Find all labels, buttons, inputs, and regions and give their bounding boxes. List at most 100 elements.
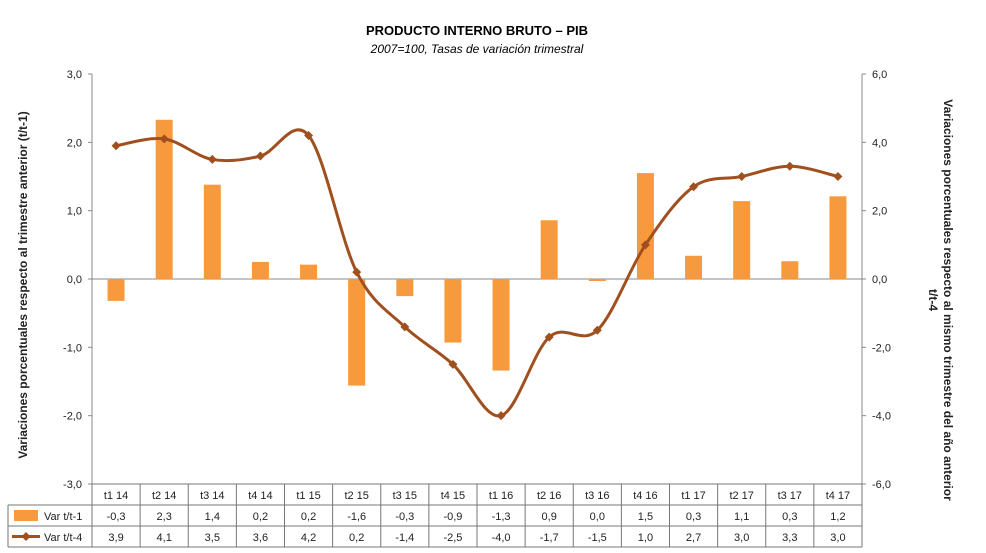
line-marker [496,411,506,421]
x-tick-label: t2 17 [729,490,753,502]
y-axis-right-title-line2: t/t-4 [926,289,940,311]
bar [155,119,173,280]
line-value-label: -1,5 [588,532,607,544]
bar [829,196,847,279]
y-left-tick-label: 3,0 [67,69,82,81]
line-value-label: 4,1 [157,532,172,544]
bar-value-label: 1,1 [734,511,749,523]
bar-value-label: 1,5 [638,511,653,523]
bar [107,279,125,301]
x-tick-label: t1 16 [489,490,513,502]
x-tick-label: t1 14 [104,490,128,502]
line-value-label: 1,0 [638,532,653,544]
y-right-tick-label: 2,0 [872,206,887,218]
line-marker [159,134,169,144]
x-tick-label: t1 17 [681,490,705,502]
x-tick-label: t3 15 [393,490,417,502]
bar [203,184,221,279]
bar [348,279,366,386]
bar [685,255,703,279]
bar-value-label: 0,2 [253,511,268,523]
line-series [111,128,843,421]
line-value-label: 2,7 [686,532,701,544]
bar-value-label: 0,3 [782,511,797,523]
y-right-tick-label: 4,0 [872,137,887,149]
line-marker [640,240,650,250]
y-right-tick-label: -4,0 [872,411,891,423]
bar [636,173,654,279]
line-value-label: -1,4 [395,532,414,544]
bar [251,261,269,279]
y-left-tick-label: -3,0 [63,479,82,491]
bar-value-label: -0,9 [443,511,462,523]
line-marker [544,332,554,342]
line-marker [304,131,314,140]
bar-value-label: -1,3 [492,511,511,523]
bar-value-label: 1,4 [205,511,220,523]
data-table: t1 14 t2 14 t3 14 t4 14 t1 15 t2 15 t3 15 t4 15… [7,483,863,548]
x-tick-label: t3 16 [585,490,609,502]
bar-value-label: -0,3 [107,511,126,523]
bar-value-label: 0,9 [542,511,557,523]
bar [300,264,318,279]
line-marker [737,172,747,181]
y-right-tick-label: -6,0 [872,479,891,491]
line-value-label: 0,2 [349,532,364,544]
x-tick-label: t4 14 [248,490,272,502]
line-value-label: -4,0 [492,532,511,544]
x-tick-label: t2 15 [344,490,368,502]
line-marker [448,359,458,369]
x-tick-label: t2 14 [152,490,176,502]
x-tick-label: t3 17 [778,490,802,502]
bar [781,261,799,279]
x-tick-label: t3 14 [200,490,224,502]
line-marker [207,154,217,164]
y-right-tick-label: 6,0 [872,69,887,81]
x-tick-label: t1 15 [296,490,320,502]
y-right-tick-label: -2,0 [872,342,891,354]
chart-subtitle: 2007=100, Tasas de variación trimestral [370,42,584,56]
line-path [115,128,839,418]
line-marker [111,141,121,151]
bar [540,220,558,279]
legend-label-bar: Var t/t-1 [44,511,82,523]
bar [492,279,510,371]
line-value-label: 4,2 [301,532,316,544]
bar-value-label: 1,2 [830,511,845,523]
line-value-label: 3,0 [830,532,845,544]
bar-value-label: 2,3 [157,511,172,523]
chart-title: PRODUCTO INTERNO BRUTO – PIB [366,23,588,38]
y-left-tick-label: 0,0 [67,274,82,286]
line-value-label: 3,9 [108,532,123,544]
y-left-tick-label: -1,0 [63,342,82,354]
axes: 3,0 2,0 1,0 0,0 -1,0 -2,0 -3,0 6,0 4,0 2,0 0,0 -2,0… [63,69,891,491]
line-value-label: -2,5 [443,532,462,544]
bar [444,279,462,343]
line-value-label: 3,6 [253,532,268,544]
bar-value-label: -1,6 [347,511,366,523]
x-tick-label: t2 16 [537,490,561,502]
line-marker [689,182,699,192]
legend-swatch-marker [21,532,31,541]
bar-series [107,119,847,386]
y-left-tick-label: 1,0 [67,206,82,218]
bar-value-label: 0,0 [590,511,605,523]
line-value-label: 3,3 [782,532,797,544]
y-right-tick-label: 0,0 [872,274,887,286]
bar-value-label: 0,2 [301,511,316,523]
line-value-label: 3,5 [205,532,220,544]
y-left-tick-label: -2,0 [63,411,82,423]
bar-value-label: -0,3 [395,511,414,523]
x-tick-label: t4 16 [633,490,657,502]
legend-swatch-bar [14,510,38,521]
bar [733,201,751,279]
legend-label-line: Var t/t-4 [44,532,82,544]
line-value-label: -1,7 [540,532,559,544]
line-marker [400,322,410,332]
bar-value-label: 0,3 [686,511,701,523]
x-tick-label: t4 17 [826,490,850,502]
bar [588,279,606,282]
x-tick-label: t4 15 [441,490,465,502]
y-axis-left-title: Variaciones porcentuales respecto al tri… [16,111,30,458]
